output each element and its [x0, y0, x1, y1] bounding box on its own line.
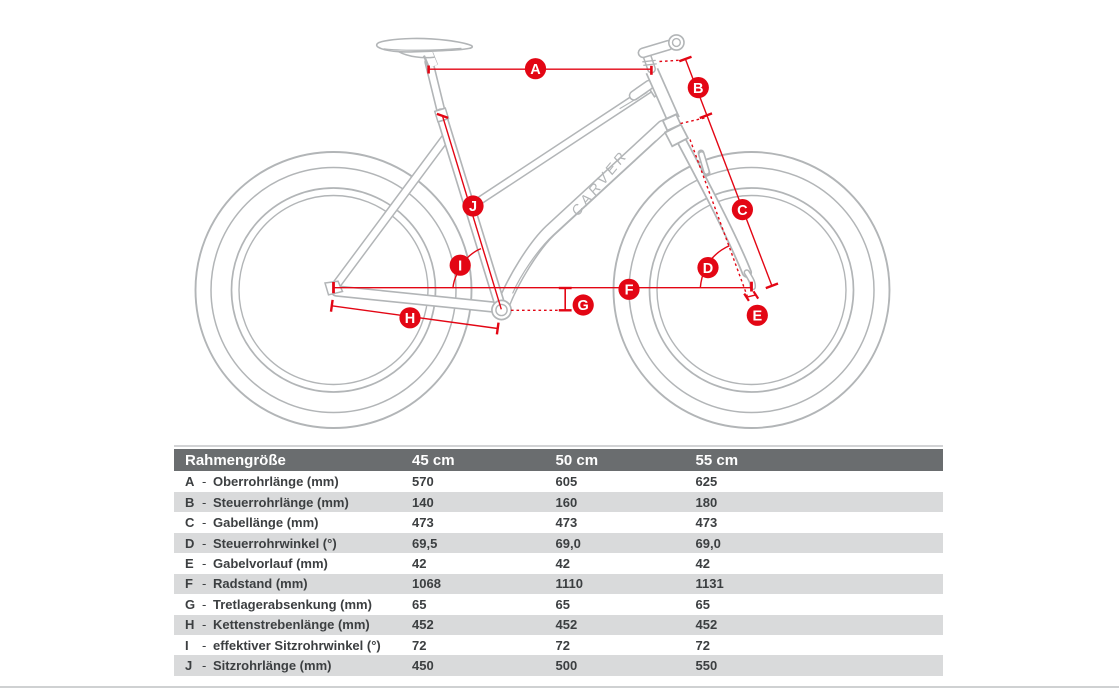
svg-text:D: D [703, 261, 713, 277]
svg-text:I: I [458, 258, 462, 274]
svg-text:B: B [693, 81, 703, 97]
svg-text:G: G [578, 298, 589, 314]
svg-text:F: F [625, 283, 634, 299]
svg-text:E: E [752, 309, 762, 325]
svg-text:H: H [405, 311, 415, 327]
svg-text:A: A [530, 62, 541, 78]
svg-text:CARVER: CARVER [569, 146, 631, 220]
svg-text:C: C [737, 203, 748, 219]
svg-text:J: J [469, 199, 477, 215]
